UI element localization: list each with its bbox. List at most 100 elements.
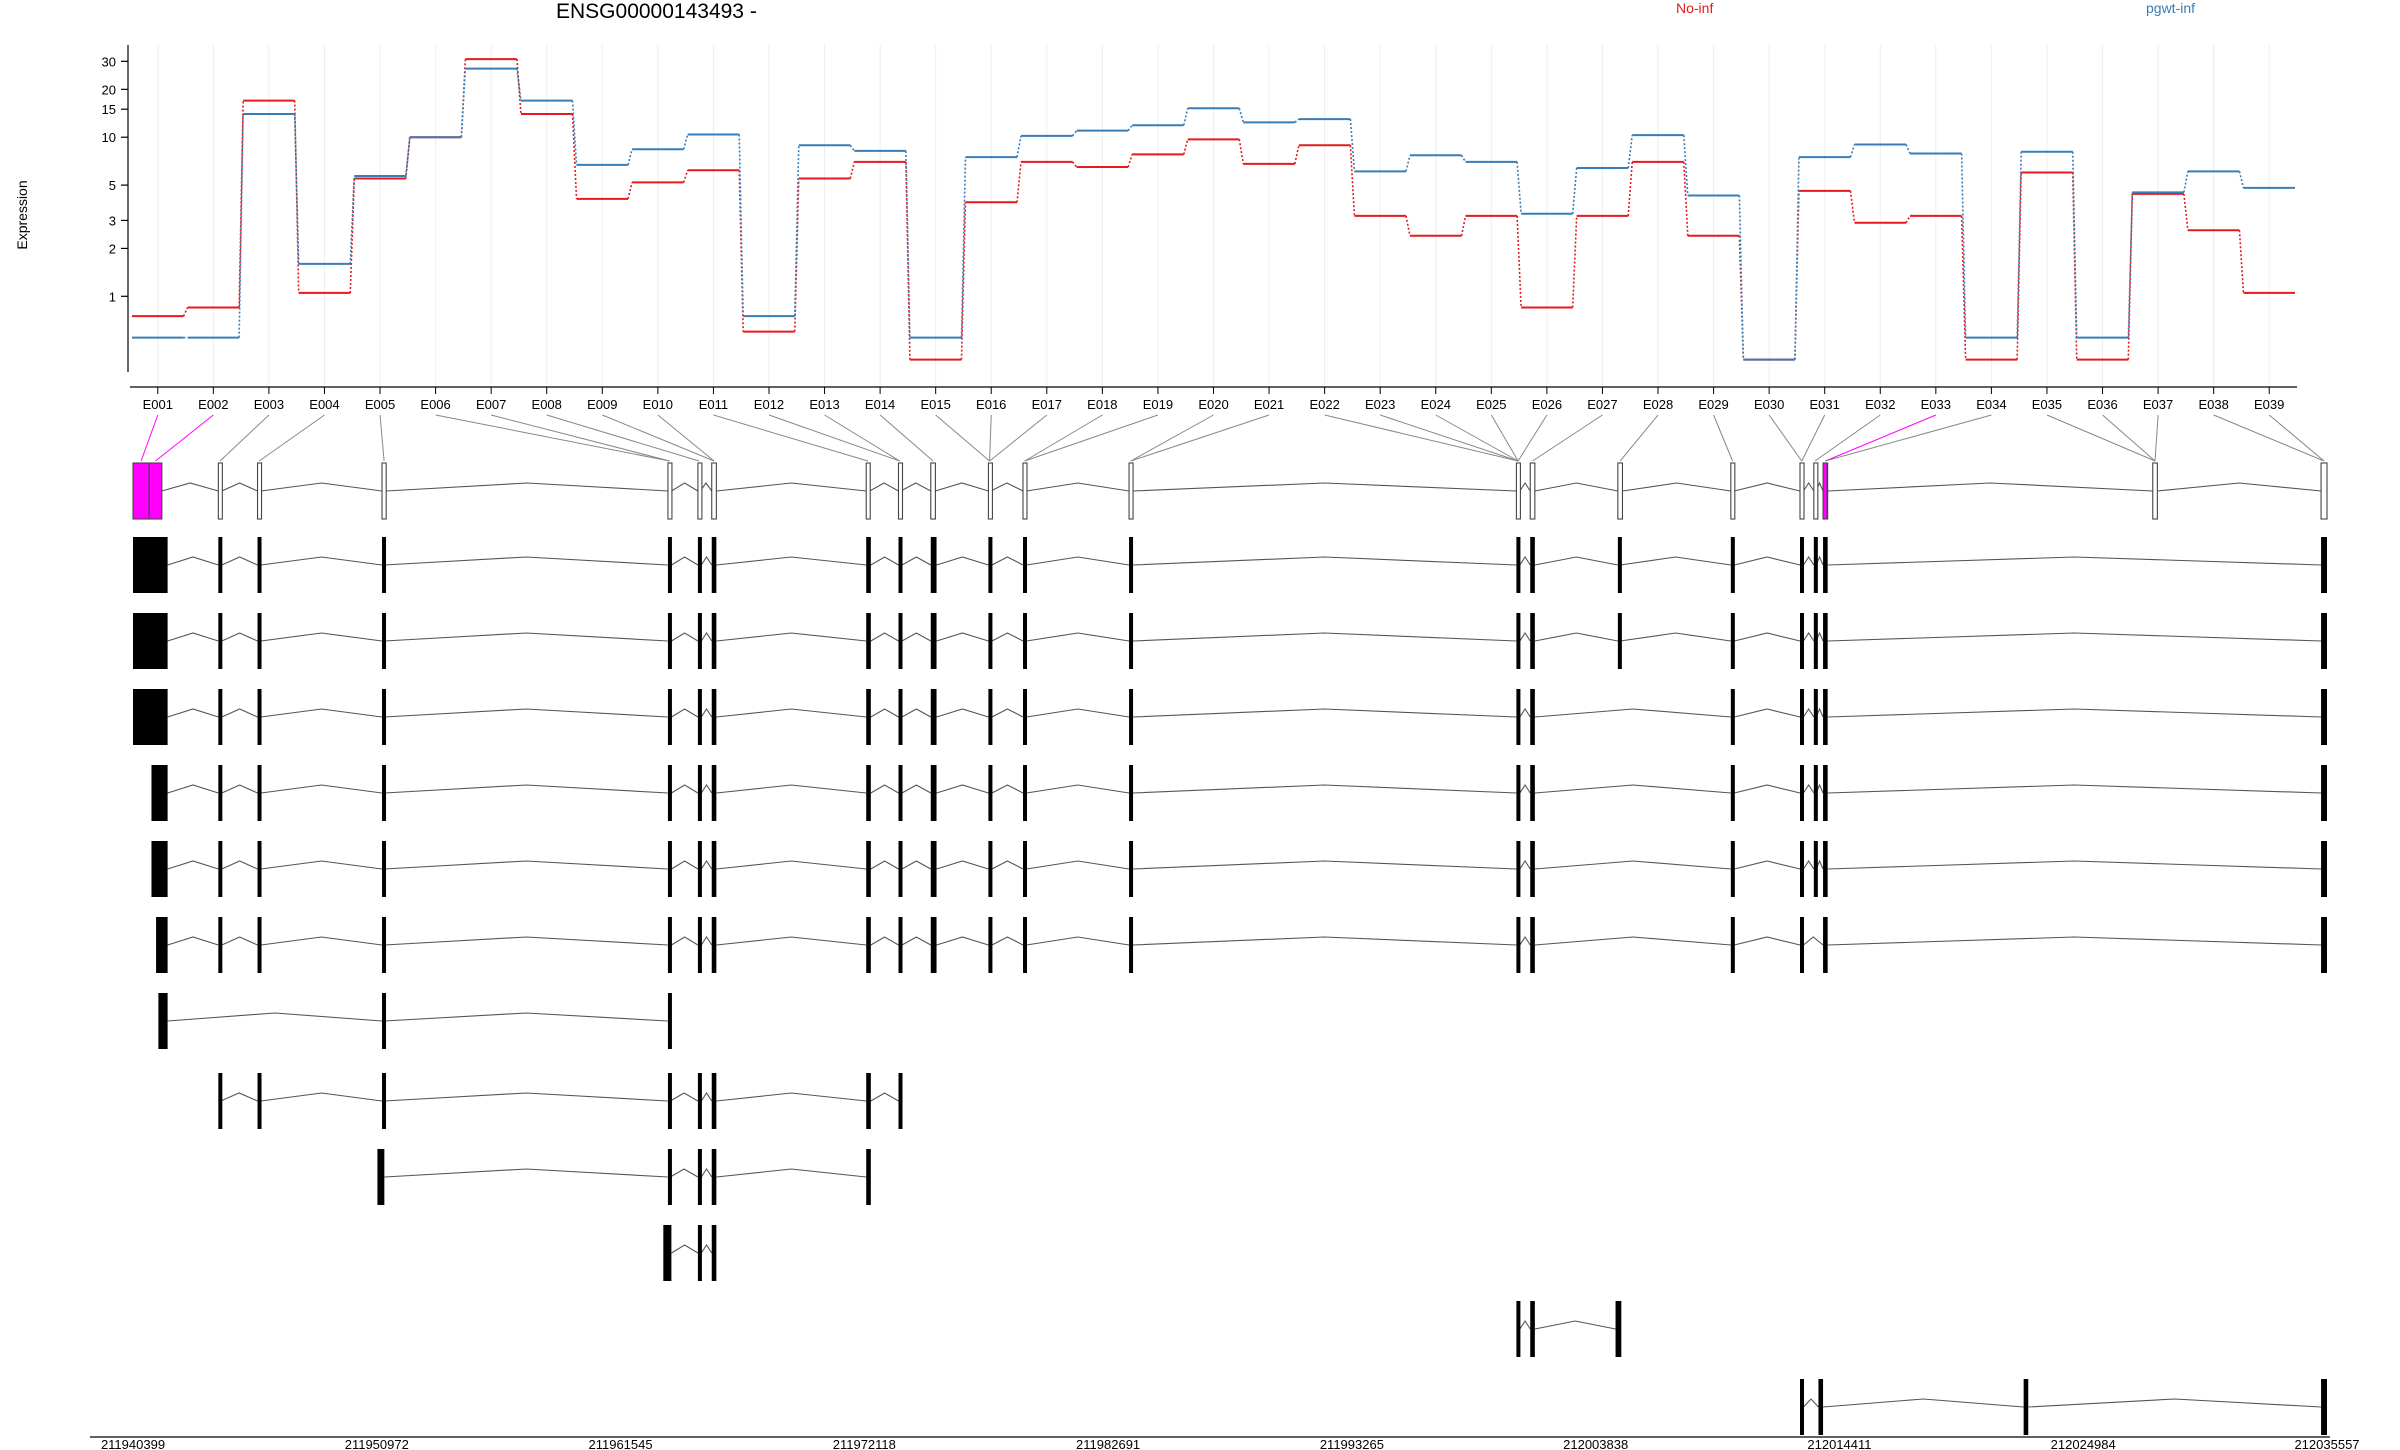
series-step: [1460, 215, 1467, 236]
intron-line: [1827, 708, 2322, 718]
transcript-exon: [1823, 765, 1828, 821]
intron-line: [1534, 936, 1731, 946]
series-step: [905, 161, 911, 360]
transcript-track: [133, 613, 2327, 669]
transcript-exon: [382, 917, 387, 973]
intron-line: [990, 482, 1024, 492]
exon-connector: [602, 414, 715, 462]
exon-connector: [258, 414, 325, 462]
series-step: [1627, 135, 1634, 169]
transcript-exon: [1530, 765, 1535, 821]
exon-connector: [1768, 414, 1803, 462]
x-tick-label: E030: [1754, 397, 1784, 412]
transcript-exon: [151, 765, 168, 821]
intron-line: [260, 936, 383, 946]
transcript-exon: [898, 613, 903, 669]
transcript-exon: [1516, 537, 1521, 593]
transcript-exon: [1530, 917, 1535, 973]
transcript-exon: [1530, 1301, 1535, 1357]
legend-pgwt-inf: pgwt-inf: [2146, 0, 2196, 16]
genomic-tick-label: 212014411: [1807, 1437, 1871, 1450]
transcript-exon: [1800, 1379, 1805, 1435]
intron-line: [671, 556, 699, 566]
transcript-exon: [1129, 537, 1134, 593]
transcript-exon: [133, 613, 168, 669]
series-step: [2016, 172, 2022, 360]
exon-connector: [1801, 414, 1826, 462]
intron-line: [870, 556, 899, 566]
intron-line: [671, 632, 699, 642]
intron-line: [2157, 482, 2322, 492]
transcript-exon: [2321, 765, 2327, 821]
transcript-exon: [1730, 917, 1735, 973]
transcript-exon: [1129, 765, 1134, 821]
series-step: [1238, 139, 1245, 164]
intron-line: [260, 708, 383, 718]
intron-line: [1827, 632, 2322, 642]
intron-line: [700, 707, 713, 718]
transcript-exon: [133, 689, 168, 745]
intron-line: [901, 936, 932, 946]
transcript-exon: [2023, 1379, 2029, 1435]
transcript-exon: [930, 917, 937, 973]
series-step: [1294, 145, 1300, 165]
series-step: [1238, 108, 1245, 123]
intron-line: [1802, 481, 1815, 492]
exon-connector: [1814, 414, 1881, 462]
intron-line: [1534, 556, 1618, 566]
transcript-exon: [988, 917, 993, 973]
series-lines: [132, 58, 2295, 361]
x-tick-label: E008: [532, 397, 562, 412]
transcript-exon: [1617, 537, 1622, 593]
intron-line: [1734, 482, 1801, 492]
intron-line: [260, 556, 383, 566]
intron-line: [1534, 632, 1618, 642]
intron-line: [1734, 632, 1801, 642]
intron-line: [260, 860, 383, 870]
model-exon-highlight: [1822, 462, 1828, 520]
transcript-exon: [1022, 917, 1027, 973]
transcript-exon: [988, 841, 993, 897]
series-step: [571, 113, 578, 199]
transcript-exon: [257, 1073, 262, 1129]
transcript-exon: [711, 613, 717, 669]
intron-line: [901, 632, 932, 642]
y-tick-label: 3: [109, 213, 116, 228]
genomic-tick-label: 211961545: [589, 1437, 653, 1450]
intron-line: [1620, 632, 1731, 642]
intron-line: [671, 708, 699, 718]
transcript-exon: [866, 1149, 871, 1205]
transcript-exon: [1800, 689, 1805, 745]
model-exon: [667, 462, 673, 520]
genomic-tick-label: 212024984: [2051, 1437, 2116, 1450]
transcript-exon: [1823, 613, 1828, 669]
intron-line: [1132, 482, 1517, 492]
series-step: [516, 59, 522, 115]
series-step: [405, 137, 411, 177]
transcript-exon: [667, 993, 672, 1049]
series-step: [1738, 195, 1745, 360]
transcript-exon: [151, 841, 168, 897]
model-exon: [148, 462, 163, 520]
transcript-exon: [988, 689, 993, 745]
exon-connectors: [140, 414, 2325, 462]
exon-connector: [768, 414, 900, 462]
transcript-tracks: [133, 537, 2327, 1435]
transcript-exon: [930, 841, 937, 897]
series-step: [1405, 155, 1411, 172]
series-step: [2183, 193, 2189, 231]
series-step: [238, 113, 244, 338]
exon-connector: [824, 414, 900, 462]
series-pgwt-inf: [132, 67, 2295, 361]
series-step: [1071, 161, 1078, 168]
intron-line: [167, 556, 219, 566]
x-tick-label: E006: [420, 397, 450, 412]
x-tick-label: E002: [198, 397, 228, 412]
y-axis: 1 2 3 5 10 15 20 30: [102, 45, 129, 372]
gene-model: [132, 462, 2328, 520]
series-step: [627, 182, 633, 200]
transcript-exon: [1022, 537, 1027, 593]
transcript-exon: [898, 1073, 903, 1129]
transcript-track: [1516, 1301, 1622, 1357]
transcript-exon: [377, 1149, 385, 1205]
